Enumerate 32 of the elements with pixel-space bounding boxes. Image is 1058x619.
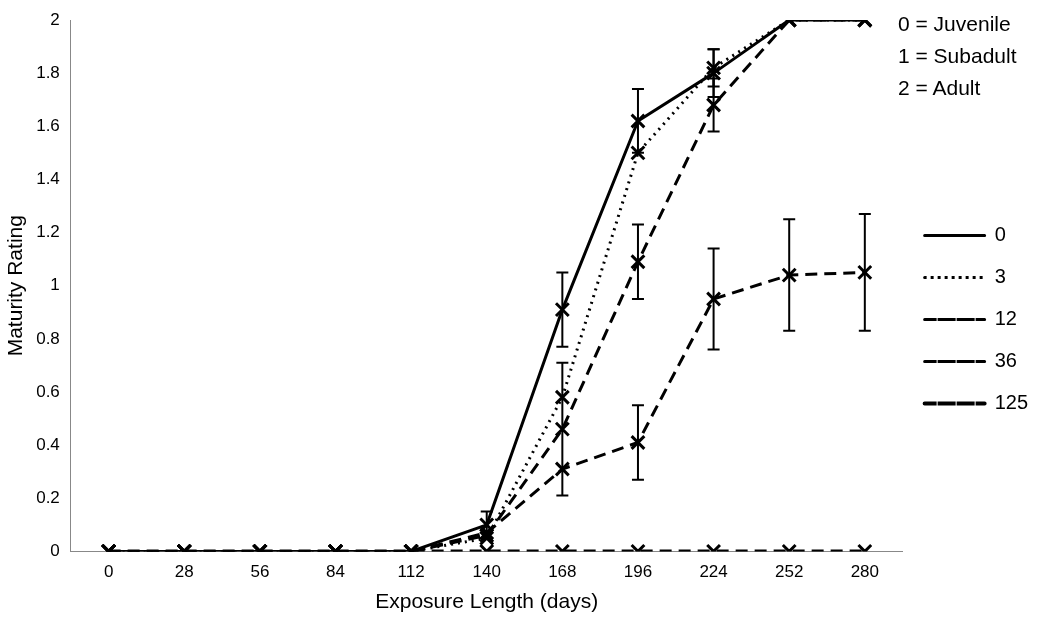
y-tick-label: 0 [50, 541, 60, 561]
y-tick-label: 0.6 [36, 381, 60, 401]
x-tick-label: 0 [103, 562, 114, 582]
legend-label: 3 [994, 265, 1006, 288]
y-tick-label: 0.8 [36, 328, 60, 348]
y-tick-label: 1.6 [36, 115, 60, 135]
y-tick-label: 0.2 [36, 487, 60, 507]
x-tick-label: 280 [850, 562, 880, 582]
legend-label: 125 [994, 391, 1029, 414]
y-tick-label: 1.4 [36, 169, 60, 189]
annotation: 2 = Adult [898, 75, 982, 101]
legend-label: 36 [994, 349, 1017, 372]
y-tick-label: 1 [50, 275, 60, 295]
y-tick-label: 1.8 [36, 62, 60, 82]
x-tick-label: 28 [174, 562, 194, 582]
annotation: 1 = Subadult [898, 43, 1017, 69]
x-tick-label: 168 [548, 562, 577, 582]
x-tick-label: 224 [699, 562, 728, 582]
legend-label: 0 [994, 223, 1006, 246]
x-tick-label: 196 [623, 562, 653, 582]
x-axis-title: Exposure Length (days) [375, 589, 599, 613]
legend-label: 12 [994, 307, 1017, 330]
x-tick-label: 56 [250, 562, 270, 582]
x-tick-label: 252 [775, 562, 804, 582]
x-tick-label: 112 [397, 562, 425, 582]
y-tick-label: 1.2 [36, 222, 60, 242]
x-tick-label: 140 [472, 562, 501, 582]
y-tick-label: 0.4 [36, 434, 60, 454]
y-tick-label: 2 [50, 9, 60, 29]
annotation: 0 = Juvenile [898, 11, 1012, 37]
y-axis-title: Maturity Rating [3, 215, 27, 357]
x-tick-label: 84 [326, 562, 345, 582]
